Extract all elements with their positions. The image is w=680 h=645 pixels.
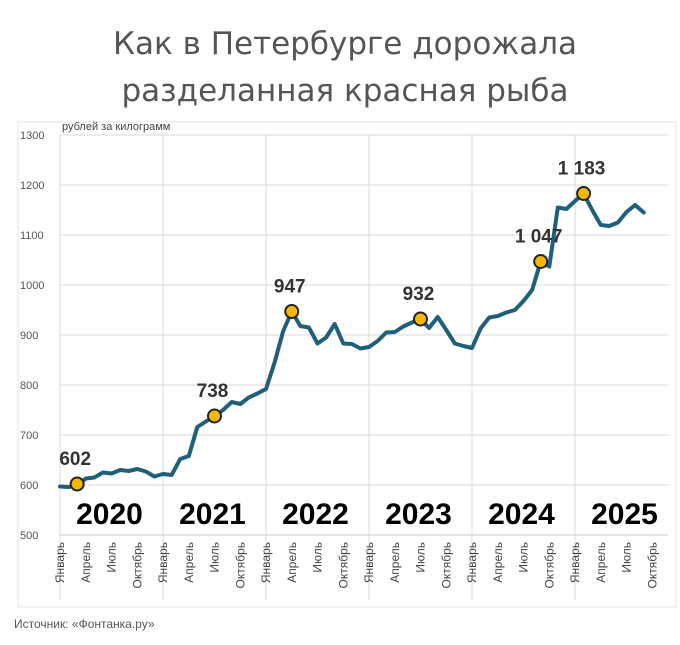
year-label: 2023 <box>385 498 452 531</box>
data-point-marker <box>576 186 592 201</box>
chart-title-line1: Как в Петербурге дорожала <box>112 26 578 62</box>
year-label: 2021 <box>179 498 246 531</box>
x-tick-label: Октябрь <box>233 542 247 589</box>
y-tick-label: 900 <box>20 330 38 342</box>
y-tick-label: 600 <box>20 480 38 492</box>
x-tick-label: Апрель <box>388 542 402 583</box>
x-tick-label: Октябрь <box>645 542 659 589</box>
x-tick-label: Январь <box>156 542 170 583</box>
source-note: Источник: «Фонтанка.ру» <box>14 617 155 631</box>
chart-border <box>17 121 677 608</box>
year-label: 2025 <box>591 498 658 531</box>
x-tick-label: Январь <box>568 542 582 583</box>
y-tick-label: 1100 <box>20 230 44 242</box>
y-tick-label: 1300 <box>20 130 44 142</box>
x-tick-label: Октябрь <box>439 542 453 589</box>
x-tick-label: Октябрь <box>542 542 556 589</box>
x-tick-label: Октябрь <box>130 542 144 589</box>
data-label: 1 183 <box>558 159 606 180</box>
x-tick-label: Апрель <box>79 542 93 583</box>
x-tick-label: Апрель <box>285 542 299 583</box>
data-point-marker <box>284 304 300 319</box>
x-tick-label: Январь <box>259 542 273 583</box>
x-tick-label: Апрель <box>491 542 505 583</box>
year-label: 2020 <box>76 498 143 531</box>
data-label: 947 <box>274 277 306 298</box>
data-label: 1 047 <box>515 227 563 248</box>
x-tick-label: Июль <box>105 542 119 573</box>
data-point-marker <box>533 254 549 269</box>
chart-title-line2: разделанная красная рыба <box>121 73 569 109</box>
x-tick-label: Апрель <box>182 542 196 583</box>
x-tick-label: Октябрь <box>336 542 350 589</box>
y-tick-label: 800 <box>20 380 38 392</box>
x-tick-label: Январь <box>465 542 479 583</box>
y-tick-label: 500 <box>20 530 38 542</box>
year-label: 2022 <box>282 498 349 531</box>
x-tick-label: Июль <box>311 542 325 573</box>
x-tick-label: Июль <box>414 542 428 573</box>
x-tick-label: Апрель <box>594 542 608 583</box>
data-label: 932 <box>403 284 435 305</box>
data-point-marker <box>69 476 85 492</box>
x-tick-label: Июль <box>208 542 222 573</box>
x-tick-label: Июль <box>620 542 634 573</box>
data-label: 602 <box>59 449 91 470</box>
x-tick-label: Январь <box>362 542 376 583</box>
data-point-marker <box>413 311 428 327</box>
y-tick-label: 1000 <box>20 280 44 292</box>
data-point-marker <box>207 408 222 424</box>
data-label: 738 <box>197 381 229 402</box>
x-tick-label: Январь <box>53 542 67 583</box>
x-tick-label: Июль <box>517 542 531 573</box>
y-axis-label: рублей за килограмм <box>62 121 170 133</box>
year-label: 2024 <box>488 498 555 531</box>
y-tick-label: 1200 <box>20 180 44 192</box>
y-tick-label: 700 <box>20 430 38 442</box>
